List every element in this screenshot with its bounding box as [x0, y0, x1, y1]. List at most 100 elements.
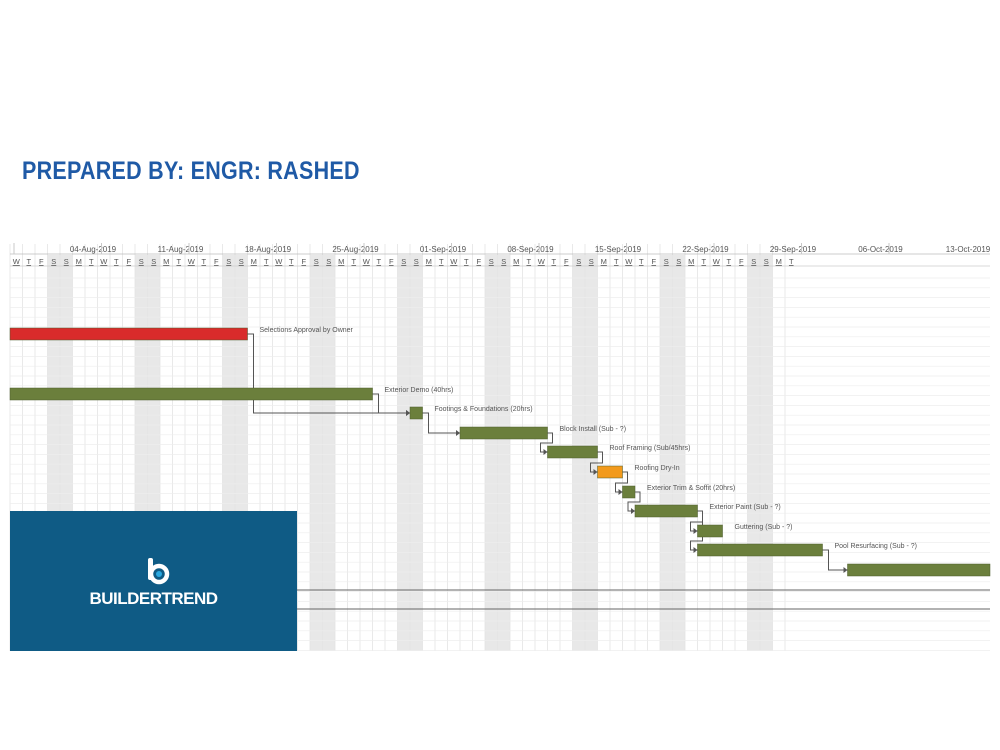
day-letter: S	[676, 257, 681, 266]
day-letter: S	[139, 257, 144, 266]
task-bar	[697, 524, 723, 538]
day-letter: M	[601, 257, 607, 266]
week-label: 06-Oct-2019	[858, 245, 903, 254]
task-bar	[634, 504, 698, 518]
day-letter: W	[13, 257, 21, 266]
day-letter: F	[564, 257, 569, 266]
day-letter: S	[226, 257, 231, 266]
page-title: PREPARED BY: ENGR: RASHED	[22, 157, 360, 185]
week-label: 18-Aug-2019	[245, 245, 292, 254]
task-label: Exterior Demo (40hrs)	[385, 387, 454, 394]
task-bar	[9, 327, 248, 341]
weekend-column	[410, 255, 423, 651]
dependency-arrow	[543, 449, 548, 455]
dependency-arrow	[631, 508, 635, 514]
weekend-column	[322, 255, 335, 651]
task-bar	[622, 485, 636, 499]
day-letter: S	[751, 257, 756, 266]
day-letter: S	[64, 257, 69, 266]
day-letter: S	[239, 257, 244, 266]
day-letter: S	[414, 257, 419, 266]
day-letter: T	[264, 257, 269, 266]
week-label: 25-Aug-2019	[332, 245, 379, 254]
week-label: 11-Aug-2019	[158, 245, 204, 254]
task-label: Guttering (Sub - ?)	[735, 524, 793, 531]
day-letter: S	[489, 257, 494, 266]
buildertrend-logo-panel: BUILDERTREND	[10, 511, 297, 651]
dependency-links	[247, 333, 848, 573]
day-letter: T	[464, 257, 469, 266]
day-letter: M	[688, 257, 694, 266]
week-label: 22-Sep-2019	[682, 245, 729, 254]
day-letter: M	[513, 257, 519, 266]
day-letter: T	[726, 257, 731, 266]
day-letter: T	[289, 257, 294, 266]
day-letter: T	[551, 257, 556, 266]
dependency-line	[627, 491, 641, 512]
dependency-line	[540, 432, 553, 453]
day-letter: T	[639, 257, 644, 266]
day-letter: F	[126, 257, 131, 266]
day-letter: T	[376, 257, 381, 266]
task-bar	[459, 426, 548, 440]
task-bars: Selections Approval by Owner Exterior Dem…	[9, 327, 991, 577]
day-letter: T	[526, 257, 531, 266]
dependency-arrow	[593, 469, 598, 475]
task-label: Exterior Trim & Soffit (20hrs)	[647, 485, 735, 492]
day-letter: M	[338, 257, 344, 266]
dependency-line	[590, 451, 603, 473]
day-letter: F	[214, 257, 219, 266]
weekend-column	[397, 255, 410, 651]
day-letter: F	[651, 257, 656, 266]
day-letter: S	[314, 257, 319, 266]
day-letter: S	[51, 257, 56, 266]
dependency-arrow	[406, 410, 410, 416]
day-letter: W	[625, 257, 633, 266]
day-letter: T	[351, 257, 356, 266]
day-letter: T	[114, 257, 119, 266]
task-bar	[409, 406, 423, 420]
day-letter: W	[450, 257, 458, 266]
day-letter: S	[151, 257, 156, 266]
task-label: Footings & Foundations (20hrs)	[435, 406, 533, 413]
day-letter: W	[363, 257, 371, 266]
day-letter: M	[776, 257, 782, 266]
day-letter: F	[389, 257, 394, 266]
task-bar	[697, 543, 823, 557]
week-label: 15-Sep-2019	[595, 245, 642, 254]
day-letter: M	[251, 257, 257, 266]
day-letter: S	[501, 257, 506, 266]
task-label: Roofing Dry-In	[635, 465, 680, 472]
task-label: Selections Approval by Owner	[260, 327, 354, 334]
weekend-column	[660, 255, 673, 651]
dependency-line	[247, 333, 410, 414]
day-letter: W	[275, 257, 283, 266]
weekend-column	[310, 255, 323, 651]
week-label: 29-Sep-2019	[770, 245, 817, 254]
dependency-arrow	[693, 547, 698, 553]
dependency-arrow	[843, 567, 848, 573]
day-letter: S	[576, 257, 581, 266]
day-letter: F	[739, 257, 744, 266]
buildertrend-logo-text: BUILDERTREND	[89, 589, 218, 608]
task-label: Block Install (Sub - ?)	[560, 426, 627, 433]
weekend-column	[672, 255, 685, 651]
day-letter: T	[176, 257, 181, 266]
day-letter: W	[100, 257, 108, 266]
day-letter: T	[789, 257, 794, 266]
day-letter: S	[589, 257, 594, 266]
day-letter: T	[89, 257, 94, 266]
day-letter: W	[713, 257, 721, 266]
day-letter: T	[701, 257, 706, 266]
task-bar	[547, 445, 598, 459]
week-label: 08-Sep-2019	[507, 245, 554, 254]
task-bar	[597, 465, 623, 479]
day-letter: T	[26, 257, 31, 266]
weekend-column	[497, 255, 510, 651]
dependency-line	[690, 510, 703, 551]
dependency-arrow	[693, 528, 698, 534]
dependency-arrow	[618, 489, 623, 495]
day-letter: F	[301, 257, 306, 266]
day-letter: W	[188, 257, 196, 266]
day-letter: S	[326, 257, 331, 266]
